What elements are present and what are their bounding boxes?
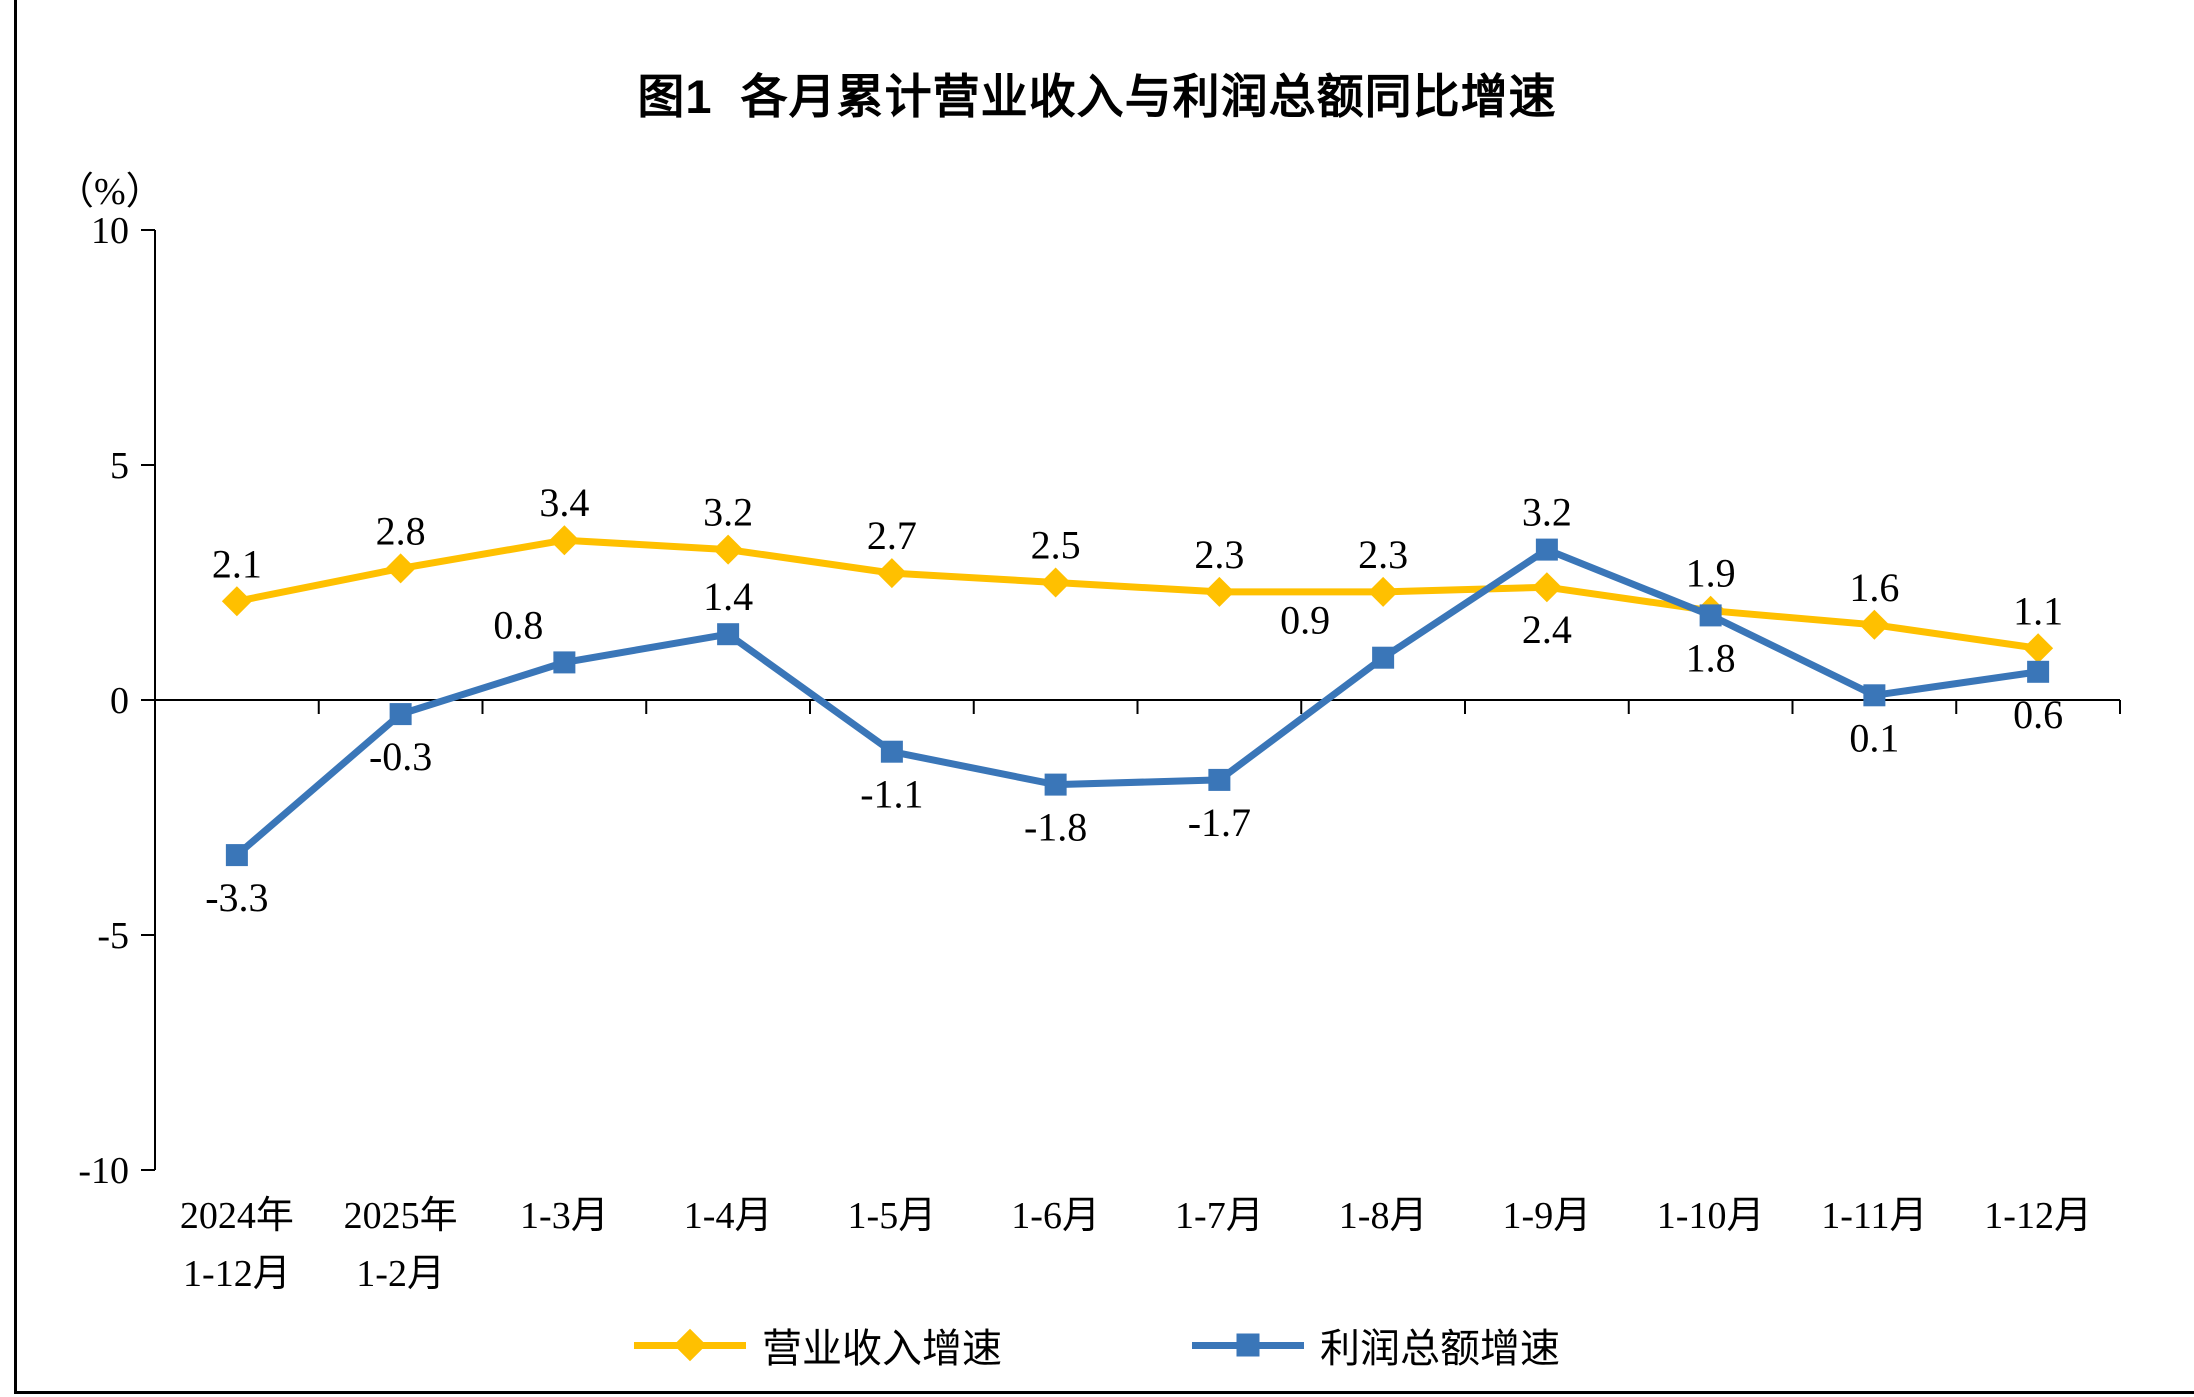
data-point-marker: [1044, 773, 1067, 796]
data-point-marker: [553, 651, 576, 674]
y-tick-label: -10: [78, 1150, 129, 1192]
data-point-marker: [1204, 576, 1235, 607]
data-label: 2.5: [1031, 523, 1081, 568]
legend-line-sample: [634, 1328, 746, 1362]
data-label: 0.8: [493, 602, 543, 647]
x-category-label: 1-3月: [520, 1195, 609, 1237]
chart-legend: 营业收入增速 利润总额增速: [0, 1316, 2194, 1374]
data-label: 0.6: [2013, 692, 2063, 737]
data-label: -1.1: [860, 772, 923, 817]
data-point-marker: [1859, 609, 1890, 640]
data-point-marker: [1699, 604, 1722, 627]
chart-title: 图1 各月累计营业收入与利润总额同比增速: [637, 70, 1557, 123]
data-label: 1.9: [1686, 551, 1736, 596]
data-point-marker: [1368, 576, 1399, 607]
x-category-label: 1-6月: [1011, 1195, 1100, 1237]
data-point-marker: [713, 534, 744, 565]
data-label: 1.8: [1686, 635, 1736, 680]
legend-label-revenue: 营业收入增速: [762, 1326, 1002, 1371]
legend-label-profit: 利润总额增速: [1320, 1326, 1560, 1371]
x-category-label: 2024年: [180, 1195, 294, 1237]
data-point-marker: [1531, 572, 1562, 603]
square-marker-icon: [1236, 1333, 1260, 1357]
data-label: 3.4: [539, 480, 589, 525]
x-category-label: 2025年: [344, 1195, 458, 1237]
legend-line-sample: [1192, 1333, 1304, 1357]
data-label: 0.1: [1849, 715, 1899, 760]
data-point-marker: [2023, 633, 2054, 664]
y-axis-unit-label: （%）: [56, 171, 164, 213]
data-label: 0.9: [1280, 598, 1330, 643]
legend-item-revenue: 营业收入增速: [634, 1316, 1002, 1374]
data-point-marker: [1535, 538, 1558, 561]
x-category-label: 1-9月: [1503, 1195, 1592, 1237]
y-tick-label: 5: [110, 445, 129, 487]
series-line-0: [233, 536, 2042, 652]
data-point-marker: [1863, 684, 1886, 707]
data-label: -1.7: [1188, 800, 1251, 845]
data-point-marker: [880, 740, 903, 763]
legend-item-profit: 利润总额增速: [1192, 1316, 1560, 1374]
data-label: 1.6: [1849, 565, 1899, 610]
x-category-label: 1-10月: [1657, 1195, 1765, 1237]
y-tick-label: 10: [91, 210, 129, 252]
data-label: 2.7: [867, 513, 917, 558]
data-point-marker: [389, 703, 412, 726]
data-label: 3.2: [703, 490, 753, 535]
data-label: 2.8: [376, 508, 426, 553]
data-point-marker: [2027, 660, 2050, 683]
data-label: 3.2: [1522, 490, 1572, 535]
data-label: 1.1: [2013, 588, 2063, 633]
data-point-marker: [876, 558, 907, 589]
data-point-marker: [225, 844, 248, 867]
data-label: 2.3: [1358, 532, 1408, 577]
x-category-label: 1-4月: [684, 1195, 773, 1237]
data-label: -0.3: [369, 734, 432, 779]
y-tick-label: -5: [97, 915, 129, 957]
x-category-label: 1-7月: [1175, 1195, 1264, 1237]
x-category-label: 1-2月: [356, 1253, 445, 1295]
x-category-label: 1-12月: [183, 1253, 291, 1295]
data-label: -1.8: [1024, 805, 1087, 850]
diamond-marker-icon: [673, 1328, 707, 1362]
data-label: -3.3: [205, 875, 268, 920]
data-point-marker: [1372, 646, 1395, 669]
data-point-marker: [717, 623, 740, 646]
data-label: 1.4: [703, 574, 753, 619]
data-label: 2.3: [1194, 532, 1244, 577]
data-label: 2.1: [212, 541, 262, 586]
y-tick-label: 0: [110, 680, 129, 722]
data-point-marker: [1040, 567, 1071, 598]
data-point-marker: [549, 525, 580, 556]
x-category-label: 1-12月: [1984, 1195, 2092, 1237]
x-category-label: 1-8月: [1339, 1195, 1428, 1237]
data-point-marker: [385, 553, 416, 584]
data-label: 2.4: [1522, 607, 1572, 652]
data-point-marker: [221, 586, 252, 617]
x-category-label: 1-5月: [848, 1195, 937, 1237]
x-category-label: 1-11月: [1821, 1195, 1927, 1237]
data-point-marker: [1208, 768, 1231, 791]
series-line-1: [233, 546, 2042, 859]
